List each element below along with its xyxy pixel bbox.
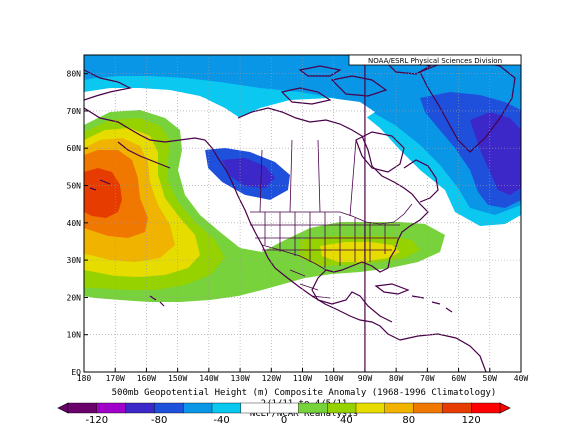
east-coast bbox=[325, 193, 429, 273]
data-source: NCEP/NCAR Reanalysis bbox=[250, 409, 358, 419]
colorbar-segment bbox=[125, 402, 155, 414]
hawaii bbox=[149, 295, 165, 307]
gulf-coast bbox=[311, 269, 393, 323]
lon-tick-label: 100W bbox=[324, 374, 343, 383]
longitude-tick-labels: 180 170W 160W 150W 140W 130W 120W 110W 100W 90W 80… bbox=[77, 374, 529, 383]
lon-tick-label: 90W bbox=[358, 374, 373, 383]
lat-tick-label: 80N bbox=[67, 70, 82, 79]
colorbar-segment bbox=[96, 402, 127, 414]
lon-tick-label: 70W bbox=[420, 374, 435, 383]
lat-tick-label: 40N bbox=[67, 219, 82, 228]
colorbar-segment bbox=[240, 402, 271, 414]
map-title: 500mb Geopotential Height (m) Composite … bbox=[112, 388, 497, 398]
colorbar-arrow-right bbox=[499, 402, 511, 414]
canada-provinces bbox=[259, 139, 357, 217]
colorbar-segment bbox=[67, 402, 98, 414]
lon-tick-label: 120W bbox=[262, 374, 281, 383]
latitude-tick-labels: EQ 10N 20N 30N 40N 50N 60N 70N 80N bbox=[67, 70, 82, 377]
lon-tick-label: 130W bbox=[230, 374, 249, 383]
lon-tick-label: 110W bbox=[293, 374, 312, 383]
caribbean bbox=[411, 295, 453, 313]
lat-tick-label: 60N bbox=[67, 144, 82, 153]
colorbar-label: 120 bbox=[462, 415, 481, 426]
political-borders bbox=[250, 139, 413, 299]
colorbar bbox=[57, 402, 511, 414]
cuba bbox=[374, 283, 410, 295]
colorbar-segment bbox=[269, 402, 299, 414]
colorbar-label: 0 bbox=[281, 415, 287, 426]
colorbar-segment bbox=[471, 402, 501, 414]
arctic-canada-coast bbox=[237, 107, 413, 195]
lat-tick-label: 10N bbox=[67, 331, 82, 340]
labrador-coast bbox=[403, 159, 439, 203]
negative-anomaly-labrador-core bbox=[470, 112, 521, 195]
us-mexico-border bbox=[261, 244, 327, 271]
colorbar-segment bbox=[298, 402, 328, 414]
credit-box bbox=[348, 54, 522, 66]
lat-tick-label: 20N bbox=[67, 293, 82, 302]
lon-tick-label: 50W bbox=[483, 374, 498, 383]
lon-tick-label: 180 bbox=[77, 374, 92, 383]
colorbar-segment bbox=[442, 402, 472, 414]
lat-tick-label: EQ bbox=[71, 368, 81, 377]
lat-tick-label: 50N bbox=[67, 182, 82, 191]
colorbar-segment bbox=[182, 402, 213, 414]
colorbar-segment bbox=[154, 402, 184, 414]
neutral-zone-east bbox=[292, 124, 448, 228]
colorbar-labels: -120 -80 -40 0 40 80 120 bbox=[85, 415, 480, 426]
us-state-grid bbox=[250, 212, 400, 268]
colorbar-label: -80 bbox=[151, 415, 167, 426]
map-frame bbox=[83, 54, 522, 373]
colorbar-label: -120 bbox=[85, 415, 108, 426]
lon-tick-label: 160W bbox=[137, 374, 156, 383]
south-america bbox=[399, 333, 487, 372]
aleutian-islands bbox=[89, 141, 171, 191]
lat-tick-label: 70N bbox=[67, 107, 82, 116]
colorbar-label: -40 bbox=[213, 415, 229, 426]
negative-anomaly-core-north bbox=[84, 55, 521, 215]
west-coast bbox=[237, 195, 401, 341]
lon-tick-label: 60W bbox=[451, 374, 466, 383]
russia-coast bbox=[84, 69, 132, 101]
colorbar-segment bbox=[327, 402, 357, 414]
colorbar-segment bbox=[413, 402, 443, 414]
lon-tick-label: 40W bbox=[514, 374, 529, 383]
lon-tick-label: 140W bbox=[199, 374, 218, 383]
lon-tick-label: 150W bbox=[168, 374, 187, 383]
colorbar-arrow-left bbox=[57, 402, 69, 414]
credit-text: NOAA/ESRL Physical Sciences Division bbox=[368, 57, 502, 65]
lon-tick-label: 80W bbox=[389, 374, 404, 383]
alaska-coast bbox=[84, 107, 239, 197]
arctic-islands bbox=[280, 59, 432, 105]
colorbar-label: 40 bbox=[340, 415, 353, 426]
colorbar-segment bbox=[211, 402, 242, 414]
lat-tick-label: 30N bbox=[67, 256, 82, 265]
colorbar-segment bbox=[355, 402, 386, 414]
positive-anomaly-red bbox=[84, 168, 122, 218]
neutral-zone-west bbox=[160, 130, 310, 236]
colorbar-label: 80 bbox=[402, 415, 415, 426]
colorbar-segment bbox=[384, 402, 415, 414]
lon-tick-label: 170W bbox=[106, 374, 125, 383]
